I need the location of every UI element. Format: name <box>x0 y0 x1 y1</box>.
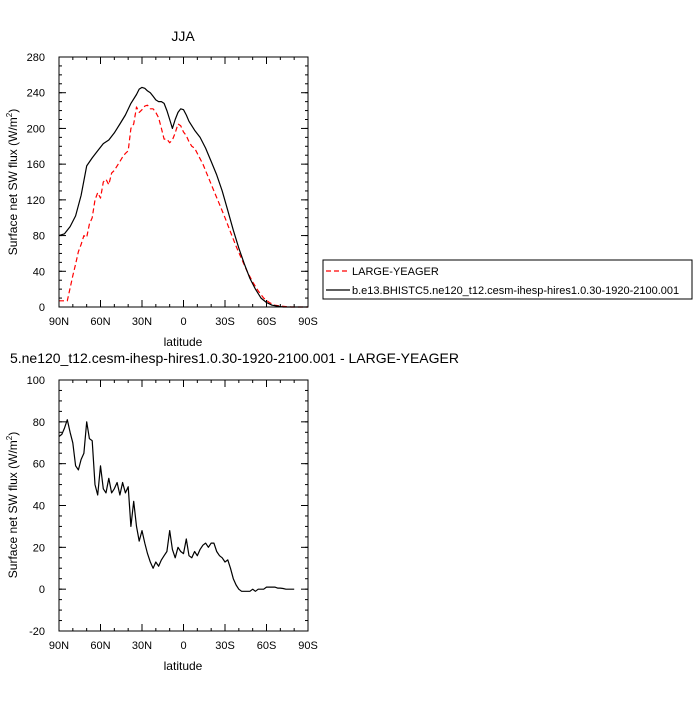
x-tick-label: 30S <box>215 316 235 328</box>
top-xlabel: latitude <box>164 335 203 349</box>
top-ylabel-close: ) <box>6 109 20 113</box>
legend-label-large-yeager: LARGE-YEAGER <box>352 266 439 278</box>
x-tick-label: 60S <box>257 316 277 328</box>
series-line-b-e13-bhistc5-ne120-t12-cesm-ihesp-hires <box>58 86 308 308</box>
top-series <box>58 86 308 308</box>
y-tick-label: 240 <box>27 88 45 100</box>
y-tick-label: 0 <box>39 584 45 596</box>
bottom-plot-frame <box>58 379 309 632</box>
x-tick-label: 90S <box>298 640 318 652</box>
x-tick-label: 30S <box>215 640 235 652</box>
y-tick-label: 40 <box>33 501 45 513</box>
legend: LARGE-YEAGER b.e13.BHISTC5.ne120_t12.ces… <box>322 259 693 300</box>
x-tick-label: 60S <box>257 640 277 652</box>
legend-label-model: b.e13.BHISTC5.ne120_t12.cesm-ihesp-hires… <box>352 285 679 297</box>
top-ylabel-sup: 2 <box>5 112 14 117</box>
x-tick-label: 90N <box>49 316 69 328</box>
bottom-ylabel: Surface net SW flux (W/m2) <box>5 432 20 578</box>
y-tick-label: 0 <box>39 302 45 314</box>
bottom-xlabel: latitude <box>164 659 203 673</box>
y-tick-label: 20 <box>33 542 45 554</box>
top-title: JJA <box>171 28 195 44</box>
x-tick-label: 60N <box>90 640 110 652</box>
y-tick-label: 120 <box>27 195 45 207</box>
x-tick-label: 90S <box>298 316 318 328</box>
x-tick-label: 30N <box>132 640 152 652</box>
bottom-title: 5.ne120_t12.cesm-ihesp-hires1.0.30-1920-… <box>10 350 459 366</box>
y-tick-label: 160 <box>27 159 45 171</box>
series-line-large-yeager <box>59 104 308 308</box>
y-tick-label: 80 <box>33 417 45 429</box>
y-tick-label: 60 <box>33 459 45 471</box>
top-ylabel-main: Surface net SW flux (W/m <box>6 117 20 255</box>
bottom-ylabel-main: Surface net SW flux (W/m <box>6 440 20 578</box>
x-tick-label: 30N <box>132 316 152 328</box>
y-tick-label: 100 <box>27 375 45 387</box>
top-ticks: 90N 60N 30N 0 30S 60S 90S 0 40 80 120 160 200 240 280 <box>27 52 318 328</box>
x-tick-label: 0 <box>180 316 186 328</box>
y-tick-label: -20 <box>29 626 45 638</box>
y-tick-label: 40 <box>33 266 45 278</box>
top-ylabel: Surface net SW flux (W/m2) <box>5 109 20 255</box>
x-tick-label: 90N <box>49 640 69 652</box>
bottom-ylabel-close: ) <box>6 432 20 436</box>
bottom-ticks: 90N 60N 30N 0 30S 60S 90S -20 0 20 40 60 80 100 <box>27 375 318 652</box>
top-plot-frame <box>58 56 309 308</box>
panel-bottom: 5.ne120_t12.cesm-ihesp-hires1.0.30-1920-… <box>5 350 459 673</box>
series-line-difference <box>58 419 295 592</box>
y-tick-label: 200 <box>27 123 45 135</box>
y-tick-label: 80 <box>33 231 45 243</box>
legend-box <box>322 259 693 300</box>
bottom-series <box>58 419 295 592</box>
y-tick-label: 280 <box>27 52 45 64</box>
x-tick-label: 60N <box>90 316 110 328</box>
bottom-ylabel-sup: 2 <box>5 435 14 440</box>
x-tick-label: 0 <box>180 640 186 652</box>
panel-top: JJA 90N 60N 30N 0 30S 60S 90S 0 40 80 120 160 200 240… <box>5 28 693 349</box>
